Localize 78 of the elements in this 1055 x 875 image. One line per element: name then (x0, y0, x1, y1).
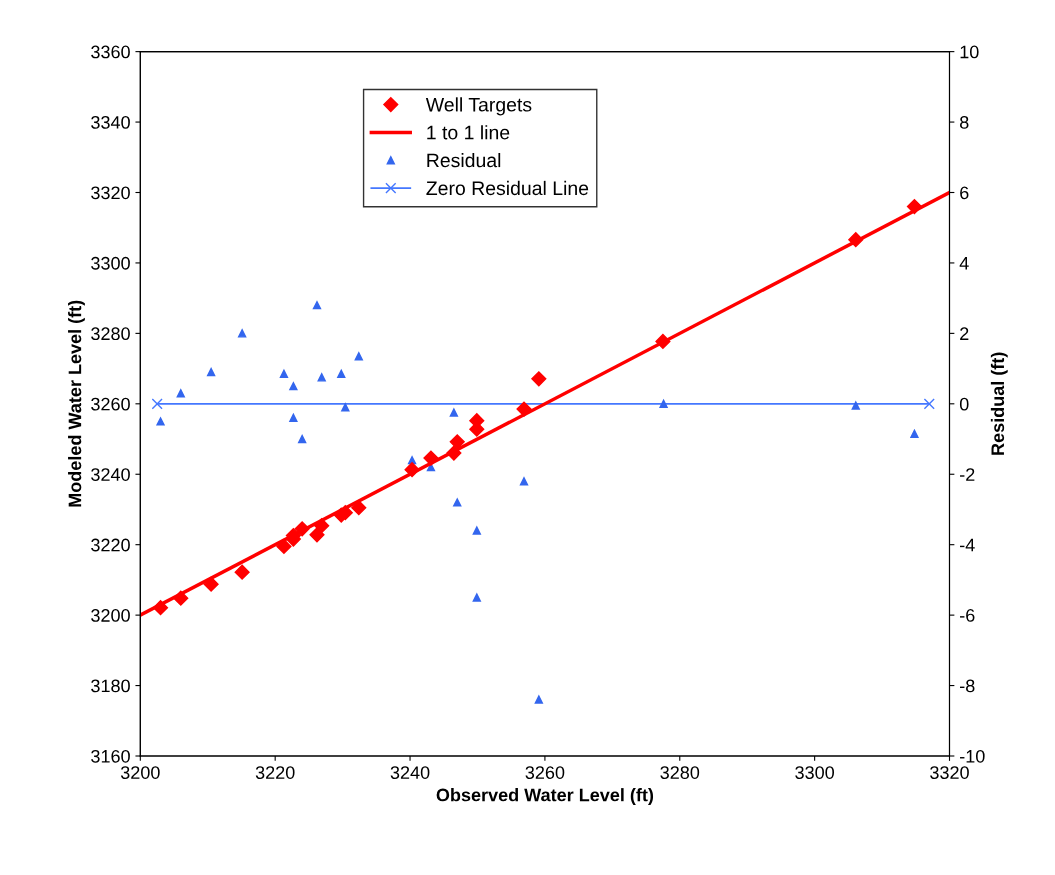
point (449, 408, 459, 417)
point (289, 413, 298, 423)
point (472, 526, 481, 535)
y-tick-label: 3180 (91, 679, 130, 693)
legend-label: Zero Residual Line (426, 180, 589, 196)
point (289, 382, 298, 391)
point (423, 450, 439, 466)
y-tick-label: 3300 (91, 256, 130, 270)
y-tick-label: 3320 (91, 186, 130, 200)
point (534, 695, 544, 704)
y2-tick-label: 10 (960, 45, 979, 59)
legend-label: Well Targets (425, 97, 532, 116)
point (446, 445, 462, 461)
point (314, 518, 330, 534)
y-axis-title: Modeled Water Level (ft) (68, 300, 85, 507)
point (152, 600, 169, 616)
x-tick-label: 3220 (255, 766, 295, 779)
y2-tick-label: -10 (960, 749, 985, 763)
point (156, 417, 165, 426)
point (312, 301, 322, 310)
point (151, 398, 163, 410)
point (237, 329, 247, 338)
point (848, 232, 864, 248)
y2-tick-label: 8 (960, 116, 969, 129)
y2-tick-label: 6 (960, 186, 969, 200)
point (337, 369, 346, 379)
legend-label: Residual (427, 153, 501, 168)
y2-axis-title: Residual (ft) (990, 352, 1008, 455)
point (449, 434, 465, 450)
point (516, 401, 532, 417)
x-tick-label: 3260 (525, 766, 565, 779)
y-tick-label: 3360 (91, 45, 130, 59)
point (923, 398, 935, 410)
point (531, 371, 547, 387)
x-tick-label: 3320 (930, 766, 969, 779)
x-tick-label: 3280 (660, 766, 700, 779)
point (851, 401, 860, 410)
x-tick-label: 3300 (795, 766, 835, 779)
point (341, 403, 350, 412)
point (659, 399, 668, 408)
y2-tick-label: -4 (960, 538, 975, 552)
y-tick-label: 3220 (91, 538, 130, 552)
y2-tick-label: -2 (960, 468, 975, 481)
y2-tick-label: 2 (960, 327, 969, 340)
point (906, 199, 923, 215)
y-tick-label: 3340 (91, 116, 130, 129)
point (234, 564, 250, 580)
point (276, 538, 292, 555)
point (404, 462, 420, 478)
y-tick-label: 3160 (91, 749, 130, 763)
point (354, 352, 363, 361)
point (203, 576, 219, 592)
point (351, 500, 367, 516)
x-tick-label: 3240 (390, 766, 430, 779)
point (453, 498, 462, 507)
point (173, 590, 189, 606)
point (472, 593, 481, 602)
x-tick-label: 3200 (120, 766, 160, 779)
y2-tick-label: 4 (959, 257, 969, 270)
y-tick-label: 3280 (91, 327, 130, 341)
point (294, 521, 310, 537)
y-tick-label: 3200 (91, 609, 130, 622)
point (309, 527, 325, 543)
y-tick-label: 3260 (91, 397, 130, 411)
point (297, 434, 307, 444)
point (910, 429, 919, 438)
point (176, 389, 185, 398)
x-axis-title: Observed Water Level (ft) (436, 788, 654, 805)
point (317, 373, 326, 382)
legend-label: 1 to 1 line (427, 125, 510, 140)
point (519, 477, 529, 486)
point (206, 367, 216, 377)
y-tick-label: 3240 (91, 468, 130, 481)
y2-tick-label: 0 (959, 397, 969, 411)
y2-tick-label: -8 (960, 679, 975, 693)
point (279, 369, 289, 379)
point (655, 333, 671, 350)
y2-tick-label: -6 (960, 609, 975, 622)
